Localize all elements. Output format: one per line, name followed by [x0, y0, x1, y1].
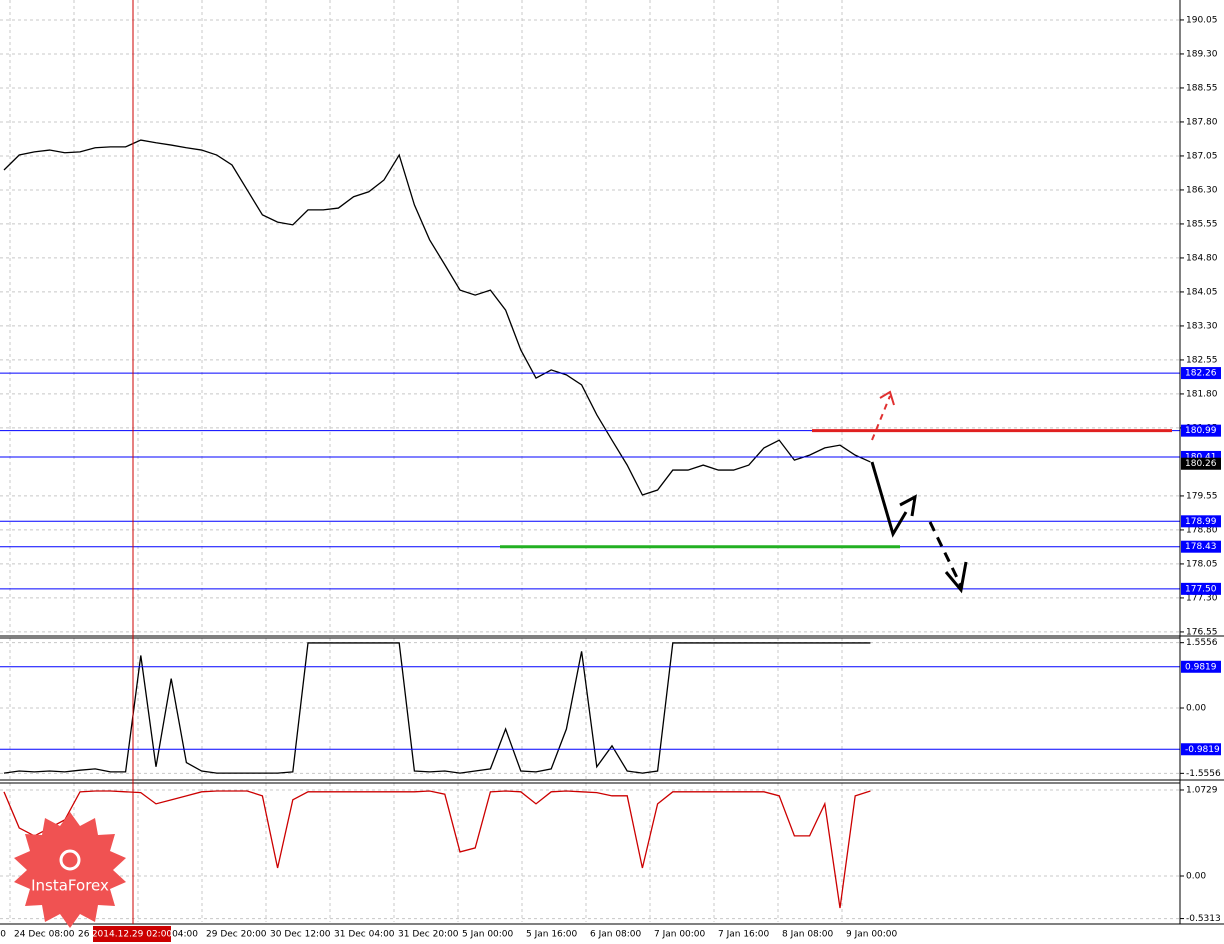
x-tick-label: 5 Jan 00:00 — [462, 930, 514, 940]
crosshair-label: 2014.12.29 02:00 — [92, 930, 173, 940]
level-label: 178.43 — [1185, 542, 1217, 552]
logo: InstaForex — [14, 812, 126, 928]
x-tick-label: 30 Dec 12:00 — [270, 930, 331, 940]
y-tick-label: 182.55 — [1186, 355, 1218, 365]
current-price-label: 180.26 — [1185, 459, 1217, 469]
level-label-box — [1181, 515, 1221, 528]
y-tick-label: 1.5556 — [1186, 638, 1218, 648]
arrow-head — [899, 494, 917, 517]
level-label-box — [1181, 540, 1221, 553]
current-price-box — [1181, 457, 1221, 470]
logo-text: InstaForex — [31, 877, 109, 895]
level-label: 180.41 — [1185, 452, 1217, 462]
logo-icon — [59, 849, 81, 871]
level-label: 180.99 — [1185, 426, 1217, 436]
y-tick-label: 184.80 — [1186, 253, 1218, 263]
forecast-arrows — [870, 390, 968, 594]
x-tick-label: 9 Jan 00:00 — [846, 930, 898, 940]
y-tick-label: 181.80 — [1186, 389, 1218, 399]
y-tick-label: 177.30 — [1186, 593, 1218, 603]
y-tick-label: 189.30 — [1186, 49, 1218, 59]
x-tick-label: 7 Jan 00:00 — [654, 930, 706, 940]
y-tick-label: 178.05 — [1186, 559, 1218, 569]
x-tick-label: 31 Dec 04:00 — [334, 930, 395, 940]
x-tick-label: 8 Jan 08:00 — [782, 930, 834, 940]
level-label-box — [1181, 660, 1221, 673]
y-tick-label: 179.55 — [1186, 491, 1218, 501]
y-tick-label: 188.55 — [1186, 83, 1218, 93]
y-tick-label: 185.55 — [1186, 219, 1218, 229]
series-line — [3, 139, 871, 496]
x-tick-label: 6 Jan 08:00 — [590, 930, 642, 940]
y-tick-label: 187.80 — [1186, 117, 1218, 127]
level-label-box — [1181, 367, 1221, 380]
y-tick-label: 0.00 — [1186, 871, 1206, 881]
arrow-head — [944, 561, 968, 594]
y-tick-label: 0.00 — [1186, 704, 1206, 714]
y-tick-label: 184.05 — [1186, 287, 1218, 297]
y-tick-label: 1.0729 — [1186, 785, 1218, 795]
y-tick-label: 187.05 — [1186, 151, 1218, 161]
y-tick-label: 190.05 — [1186, 15, 1218, 25]
x-tick-label: 5 Jan 16:00 — [526, 930, 578, 940]
x-tick-label: 04:00 — [172, 930, 198, 940]
level-label: 0.9819 — [1185, 662, 1217, 672]
level-label: 178.99 — [1185, 517, 1217, 527]
arrow-path — [870, 461, 908, 538]
x-tick-label: 7 Jan 16:00 — [718, 930, 770, 940]
x-tick-label: 29 Dec 20:00 — [206, 930, 267, 940]
y-tick-label: 183.30 — [1186, 321, 1218, 331]
level-label-box — [1181, 424, 1221, 437]
x-tick-label: 31 Dec 20:00 — [398, 930, 459, 940]
level-label: -0.9819 — [1185, 745, 1220, 755]
level-label-box — [1181, 743, 1221, 756]
level-label: 177.50 — [1185, 584, 1217, 594]
x-tick-label: 26 — [78, 930, 90, 940]
y-tick-label: 178.80 — [1186, 525, 1218, 535]
level-label-box — [1181, 582, 1221, 595]
series-line — [3, 790, 871, 909]
arrow-head — [879, 390, 895, 406]
y-tick-label: -1.5556 — [1186, 769, 1221, 779]
series-line — [3, 642, 871, 774]
level-label: 182.26 — [1185, 369, 1217, 379]
arrow-path — [928, 521, 964, 589]
x-tick-label: 24 Dec 08:00 — [14, 930, 75, 940]
y-tick-label: -0.5313 — [1186, 914, 1221, 924]
x-tick-label: 0 — [0, 930, 6, 940]
crosshair-label-box — [93, 926, 171, 942]
arrow-path — [871, 395, 891, 441]
y-tick-label: 186.30 — [1186, 185, 1218, 195]
y-tick-label: 176.55 — [1186, 627, 1218, 637]
